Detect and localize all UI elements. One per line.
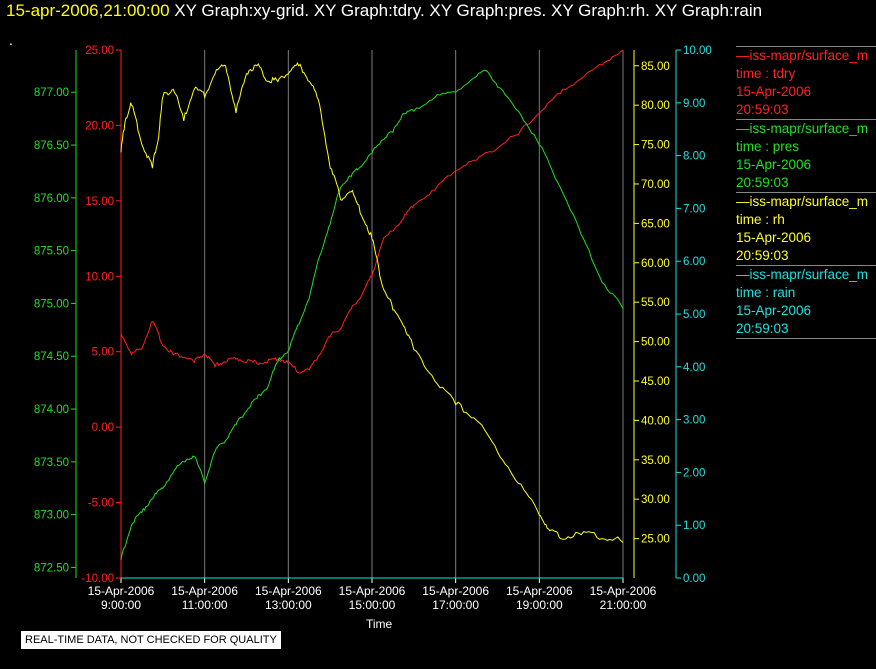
x-tick-label: 15-Apr-2006 bbox=[171, 584, 238, 598]
y-tick-label: 50.00 bbox=[641, 337, 670, 349]
y-tick-label: 75.00 bbox=[641, 140, 670, 152]
x-tick-label: 15-Apr-2006 bbox=[506, 584, 573, 598]
legend-series-name: —iss-mapr/surface_m bbox=[736, 120, 876, 138]
y-tick-label: 70.00 bbox=[641, 179, 670, 191]
x-tick-label: 11:00:00 bbox=[182, 598, 228, 612]
x-tick-label: 15-Apr-2006 bbox=[88, 584, 155, 598]
y-tick-label: 30.00 bbox=[641, 494, 670, 506]
y-tick-label: 25.00 bbox=[85, 45, 114, 57]
y-tick-label: 873.00 bbox=[34, 510, 69, 522]
y-tick-label: 875.50 bbox=[34, 246, 69, 258]
legend-date: 15-Apr-2006 bbox=[736, 83, 876, 101]
y-tick-label: 15.00 bbox=[85, 196, 114, 208]
y-tick-label: 5.00 bbox=[683, 309, 705, 321]
legend-entry-pres: —iss-mapr/surface_m time : pres 15-Apr-2… bbox=[736, 119, 876, 192]
y-tick-label: 874.50 bbox=[34, 351, 69, 363]
y-tick-label: 10.00 bbox=[683, 45, 712, 57]
x-tick-label: 21:00:00 bbox=[600, 598, 647, 612]
y-tick-label: 1.00 bbox=[683, 520, 705, 532]
y-tick-label: 55.00 bbox=[641, 297, 670, 309]
y-tick-label: 10.00 bbox=[85, 271, 114, 283]
y-tick-label: -10.00 bbox=[81, 573, 114, 585]
y-tick-label: 35.00 bbox=[641, 455, 670, 467]
y-tick-label: 25.00 bbox=[641, 534, 670, 546]
y-tick-label: 876.00 bbox=[34, 193, 69, 205]
y-tick-label: 80.00 bbox=[641, 100, 670, 112]
x-tick-label: 15-Apr-2006 bbox=[339, 584, 406, 598]
x-tick-label: 15-Apr-2006 bbox=[422, 584, 489, 598]
y-tick-label: -5.00 bbox=[88, 498, 114, 510]
y-tick-label: 45.00 bbox=[641, 376, 670, 388]
x-tick-label: 15:00:00 bbox=[349, 598, 396, 612]
y-tick-label: 3.00 bbox=[683, 415, 705, 427]
legend-entry-rain: —iss-mapr/surface_m time : rain 15-Apr-2… bbox=[736, 265, 876, 339]
legend: —iss-mapr/surface_m time : tdry 15-Apr-2… bbox=[736, 46, 876, 339]
legend-field: time : rh bbox=[736, 211, 876, 229]
x-tick-label: 15-Apr-2006 bbox=[255, 584, 322, 598]
legend-entry-rh: —iss-mapr/surface_m time : rh 15-Apr-200… bbox=[736, 192, 876, 265]
y-tick-label: 40.00 bbox=[641, 415, 670, 427]
quality-disclaimer: REAL-TIME DATA, NOT CHECKED FOR QUALITY bbox=[21, 631, 281, 649]
legend-time: 20:59:03 bbox=[736, 320, 876, 338]
x-tick-label: 17:00:00 bbox=[432, 598, 479, 612]
y-tick-label: 7.00 bbox=[683, 203, 705, 215]
y-tick-label: 65.00 bbox=[641, 218, 670, 230]
legend-time: 20:59:03 bbox=[736, 174, 876, 192]
y-tick-label: 6.00 bbox=[683, 256, 705, 268]
y-tick-label: 873.50 bbox=[34, 457, 69, 469]
legend-date: 15-Apr-2006 bbox=[736, 156, 876, 174]
y-tick-label: 0.00 bbox=[683, 573, 705, 585]
y-tick-label: 60.00 bbox=[641, 258, 670, 270]
y-tick-label: 20.00 bbox=[85, 120, 114, 132]
x-tick-label: 9:00:00 bbox=[101, 598, 141, 612]
legend-series-name: —iss-mapr/surface_m bbox=[736, 47, 876, 65]
legend-date: 15-Apr-2006 bbox=[736, 229, 876, 247]
y-tick-label: 876.50 bbox=[34, 140, 69, 152]
legend-field: time : tdry bbox=[736, 65, 876, 83]
y-tick-label: 4.00 bbox=[683, 362, 705, 374]
y-tick-label: 8.00 bbox=[683, 151, 705, 163]
x-tick-label: 19:00:00 bbox=[516, 598, 563, 612]
y-tick-label: 5.00 bbox=[92, 347, 114, 359]
y-tick-label: 0.00 bbox=[92, 422, 114, 434]
y-tick-label: 9.00 bbox=[683, 98, 705, 110]
y-tick-label: 85.00 bbox=[641, 61, 670, 73]
legend-series-name: —iss-mapr/surface_m bbox=[736, 193, 876, 211]
legend-time: 20:59:03 bbox=[736, 101, 876, 119]
legend-field: time : rain bbox=[736, 284, 876, 302]
y-tick-label: 874.00 bbox=[34, 404, 69, 416]
legend-field: time : pres bbox=[736, 138, 876, 156]
legend-entry-tdry: —iss-mapr/surface_m time : tdry 15-Apr-2… bbox=[736, 46, 876, 119]
y-tick-label: 877.00 bbox=[34, 87, 69, 99]
y-tick-label: 2.00 bbox=[683, 467, 705, 479]
y-tick-label: 872.50 bbox=[34, 562, 69, 574]
legend-series-name: —iss-mapr/surface_m bbox=[736, 266, 876, 284]
legend-date: 15-Apr-2006 bbox=[736, 302, 876, 320]
legend-time: 20:59:03 bbox=[736, 247, 876, 265]
x-tick-label: 15-Apr-2006 bbox=[590, 584, 657, 598]
x-axis-label: Time bbox=[366, 617, 392, 631]
x-tick-label: 13:00:00 bbox=[265, 598, 312, 612]
y-tick-label: 875.00 bbox=[34, 298, 69, 310]
